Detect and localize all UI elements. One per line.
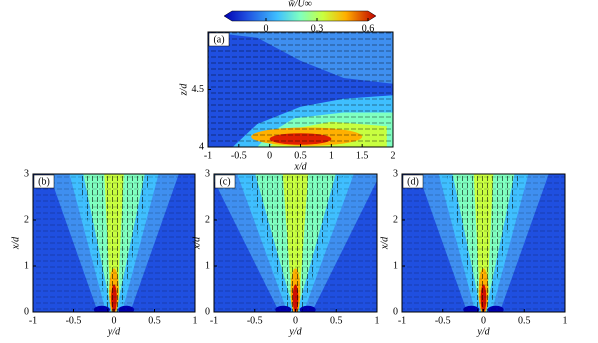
- x-tick-label: 1.5: [356, 150, 369, 161]
- vectors-core: [247, 174, 344, 312]
- colorbar-tick-label: 0.3: [311, 23, 324, 34]
- colorbar-label: w̄/U∞: [288, 0, 312, 9]
- panel-label-box: [208, 32, 230, 47]
- colorbar-tick-label: 0: [264, 23, 269, 34]
- y-tick-label: 0: [393, 306, 398, 317]
- vectors-core: [446, 174, 521, 312]
- x-tick-label: -0.5: [231, 150, 247, 161]
- y-tick-label: 2: [24, 214, 29, 225]
- y-tick-label: 0: [24, 306, 29, 317]
- x-tick-label: 1: [375, 315, 380, 326]
- y-tick-label: 3: [393, 168, 398, 179]
- x-tick-label: 1: [329, 150, 334, 161]
- x-axis-label: x/d: [293, 161, 307, 172]
- y-tick-label: 2: [205, 214, 210, 225]
- contour-field: [208, 32, 393, 147]
- x-axis-label: y/d: [288, 326, 302, 337]
- x-tick-label: -1: [204, 150, 212, 161]
- y-tick-label: 0: [205, 306, 210, 317]
- x-tick-label: -0.5: [66, 315, 82, 326]
- y-axis-label: x/d: [191, 236, 202, 250]
- x-tick-label: 0: [267, 150, 272, 161]
- y-tick-label: 2: [393, 214, 398, 225]
- x-axis-label: y/d: [107, 326, 121, 337]
- x-tick-label: 2: [391, 150, 396, 161]
- y-axis-label: x/d: [379, 236, 390, 250]
- x-tick-label: 0: [293, 315, 298, 326]
- x-tick-label: 0: [112, 315, 117, 326]
- vectors-core: [77, 174, 151, 312]
- x-tick-label: -1: [29, 315, 37, 326]
- y-tick-label: 4.5: [192, 84, 205, 95]
- colorbar: [223, 10, 377, 22]
- x-tick-label: 0.5: [148, 315, 161, 326]
- panel-label: (c): [219, 176, 230, 187]
- x-tick-label: -1: [210, 315, 218, 326]
- panel-label-box: [214, 174, 236, 189]
- y-tick-label: 3: [24, 168, 29, 179]
- colorbar-tick-label: 0.6: [362, 23, 375, 34]
- panel-label: (b): [38, 176, 50, 187]
- y-axis-label: z/d: [178, 83, 189, 97]
- contour-field: [402, 174, 565, 312]
- y-tick-label: 3: [205, 168, 210, 179]
- x-tick-label: 0: [481, 315, 486, 326]
- x-tick-label: 1: [563, 315, 568, 326]
- panel-label-box: [33, 174, 55, 189]
- vectors: [208, 32, 393, 147]
- y-tick-label: 1: [24, 260, 29, 271]
- y-tick-label: 1: [205, 260, 210, 271]
- panel-label: (d): [407, 176, 419, 187]
- x-tick-label: 0.5: [518, 315, 531, 326]
- x-tick-label: 1: [193, 315, 198, 326]
- x-tick-label: 0.5: [294, 150, 307, 161]
- x-tick-label: -1: [398, 315, 406, 326]
- x-tick-label: -0.5: [435, 315, 451, 326]
- panel-label-box: [402, 174, 424, 189]
- y-axis-label: x/d: [10, 236, 21, 250]
- y-tick-label: 1: [393, 260, 398, 271]
- x-tick-label: 0.5: [330, 315, 343, 326]
- x-tick-label: -0.5: [247, 315, 263, 326]
- y-tick-label: 4: [199, 141, 204, 152]
- contour-field: [214, 174, 377, 312]
- x-axis-label: y/d: [476, 326, 490, 337]
- contour-field: [33, 174, 195, 312]
- panel-label: (a): [213, 34, 224, 45]
